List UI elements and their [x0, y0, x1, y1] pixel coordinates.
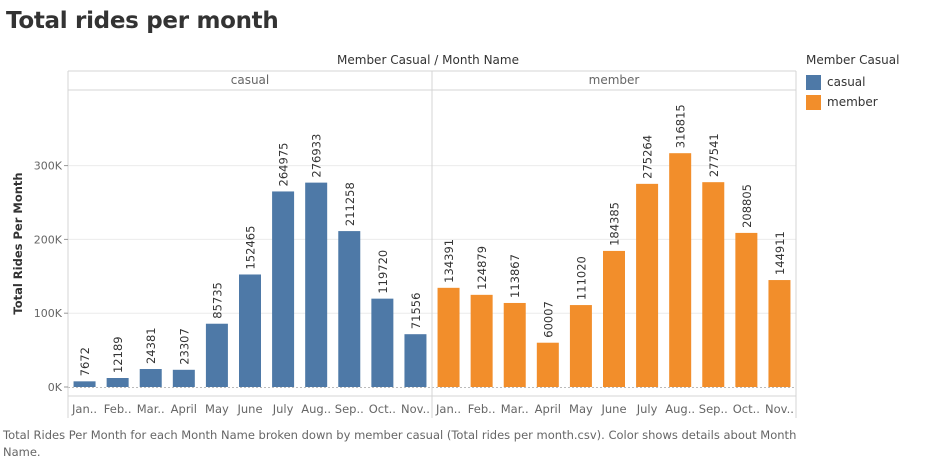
- data-label-casual-9: 119720: [376, 250, 390, 294]
- panel-header-casual: casual: [231, 73, 270, 87]
- data-label-casual-1: 12189: [111, 336, 125, 373]
- bar-casual-8: [338, 231, 361, 387]
- y-tick-label: 100K: [34, 307, 63, 320]
- legend-swatch-member: [806, 94, 821, 110]
- data-label-casual-7: 276933: [310, 134, 324, 178]
- bar-chart: Member Casual / Month Name 0K 100K 200K 300K…: [11, 53, 797, 418]
- x-tick-label-casual-2: Mar..: [137, 402, 165, 416]
- bar-casual-0: [73, 381, 96, 387]
- x-tick-label-casual-8: Sep..: [335, 402, 364, 416]
- x-tick-label-member-7: Aug..: [665, 402, 695, 416]
- data-label-member-6: 275264: [641, 135, 655, 179]
- x-tick-label-member-8: Sep..: [699, 402, 728, 416]
- bar-casual-3: [172, 369, 195, 387]
- x-tick-label-casual-0: Jan..: [71, 402, 97, 416]
- data-label-casual-8: 211258: [343, 182, 357, 226]
- chart-caption: Total Rides Per Month for each Month Nam…: [3, 428, 797, 459]
- bar-casual-1: [106, 378, 129, 387]
- x-tick-label-member-6: July: [636, 402, 658, 416]
- bar-member-0: [437, 287, 460, 387]
- legend-label-member: member: [827, 95, 878, 109]
- x-tick-label-member-4: May: [569, 402, 593, 416]
- y-tick-label: 200K: [34, 233, 63, 246]
- data-label-member-3: 60007: [541, 301, 555, 338]
- y-tick-label: 0K: [48, 381, 63, 394]
- data-label-member-9: 208805: [740, 184, 754, 228]
- x-tick-label-casual-5: June: [236, 402, 262, 416]
- data-label-member-2: 113867: [508, 254, 522, 298]
- bar-casual-4: [205, 323, 228, 387]
- bar-casual-9: [371, 298, 394, 387]
- panel-header-label: Member Casual / Month Name: [337, 53, 519, 67]
- legend-title: Member Casual: [806, 53, 900, 67]
- legend: Member Casual casual member: [806, 53, 899, 112]
- legend-label-casual: casual: [827, 75, 866, 89]
- x-tick-label-member-2: Mar..: [501, 402, 529, 416]
- bar-member-10: [768, 280, 791, 387]
- data-label-casual-6: 264975: [277, 143, 291, 187]
- legend-swatch-casual: [806, 74, 821, 90]
- legend-item-casual[interactable]: casual: [806, 72, 899, 92]
- bar-casual-6: [272, 191, 295, 387]
- bar-casual-5: [239, 274, 261, 387]
- data-label-member-10: 144911: [773, 231, 787, 275]
- x-tick-label-member-0: Jan..: [435, 402, 461, 416]
- bar-member-4: [569, 305, 592, 387]
- x-tick-label-member-3: April: [535, 402, 561, 416]
- bar-member-7: [669, 153, 692, 387]
- chart-title: Total rides per month: [6, 8, 279, 34]
- data-label-casual-10: 71556: [409, 293, 423, 330]
- data-label-casual-2: 24381: [144, 327, 158, 364]
- x-tick-label-casual-9: Oct..: [369, 402, 396, 416]
- x-tick-label-member-1: Feb..: [468, 402, 496, 416]
- x-tick-label-member-5: June: [600, 402, 626, 416]
- data-label-casual-5: 152465: [244, 226, 258, 270]
- bar-member-9: [735, 232, 758, 387]
- x-tick-label-casual-3: April: [171, 402, 197, 416]
- data-label-member-7: 316815: [674, 104, 688, 148]
- panel-header-member: member: [589, 73, 640, 87]
- data-label-casual-4: 85735: [210, 282, 224, 319]
- data-label-member-1: 124879: [475, 246, 489, 290]
- x-tick-label-casual-7: Aug..: [301, 402, 331, 416]
- x-tick-label-casual-10: Nov..: [401, 402, 430, 416]
- data-label-casual-0: 7672: [78, 347, 92, 376]
- bar-member-5: [603, 250, 625, 387]
- data-label-member-5: 184385: [608, 202, 622, 246]
- y-axis-title: Total Rides Per Month: [11, 172, 25, 314]
- data-label-member-0: 134391: [442, 239, 456, 283]
- bar-member-3: [536, 342, 559, 387]
- bar-casual-10: [404, 334, 427, 387]
- data-label-casual-3: 23307: [177, 328, 191, 365]
- x-tick-label-casual-6: July: [272, 402, 294, 416]
- bar-member-2: [503, 302, 526, 387]
- x-tick-label-casual-1: Feb..: [104, 402, 132, 416]
- legend-item-member[interactable]: member: [806, 92, 899, 112]
- x-tick-label-member-9: Oct..: [733, 402, 760, 416]
- bar-member-6: [636, 183, 659, 387]
- bar-casual-7: [305, 182, 328, 387]
- data-label-member-4: 111020: [574, 256, 588, 300]
- bar-member-1: [470, 294, 493, 387]
- bar-casual-2: [139, 369, 162, 387]
- x-tick-label-casual-4: May: [205, 402, 229, 416]
- bar-member-8: [702, 182, 725, 387]
- y-tick-label: 300K: [34, 160, 63, 173]
- x-tick-label-member-10: Nov..: [765, 402, 794, 416]
- data-label-member-8: 277541: [707, 133, 721, 177]
